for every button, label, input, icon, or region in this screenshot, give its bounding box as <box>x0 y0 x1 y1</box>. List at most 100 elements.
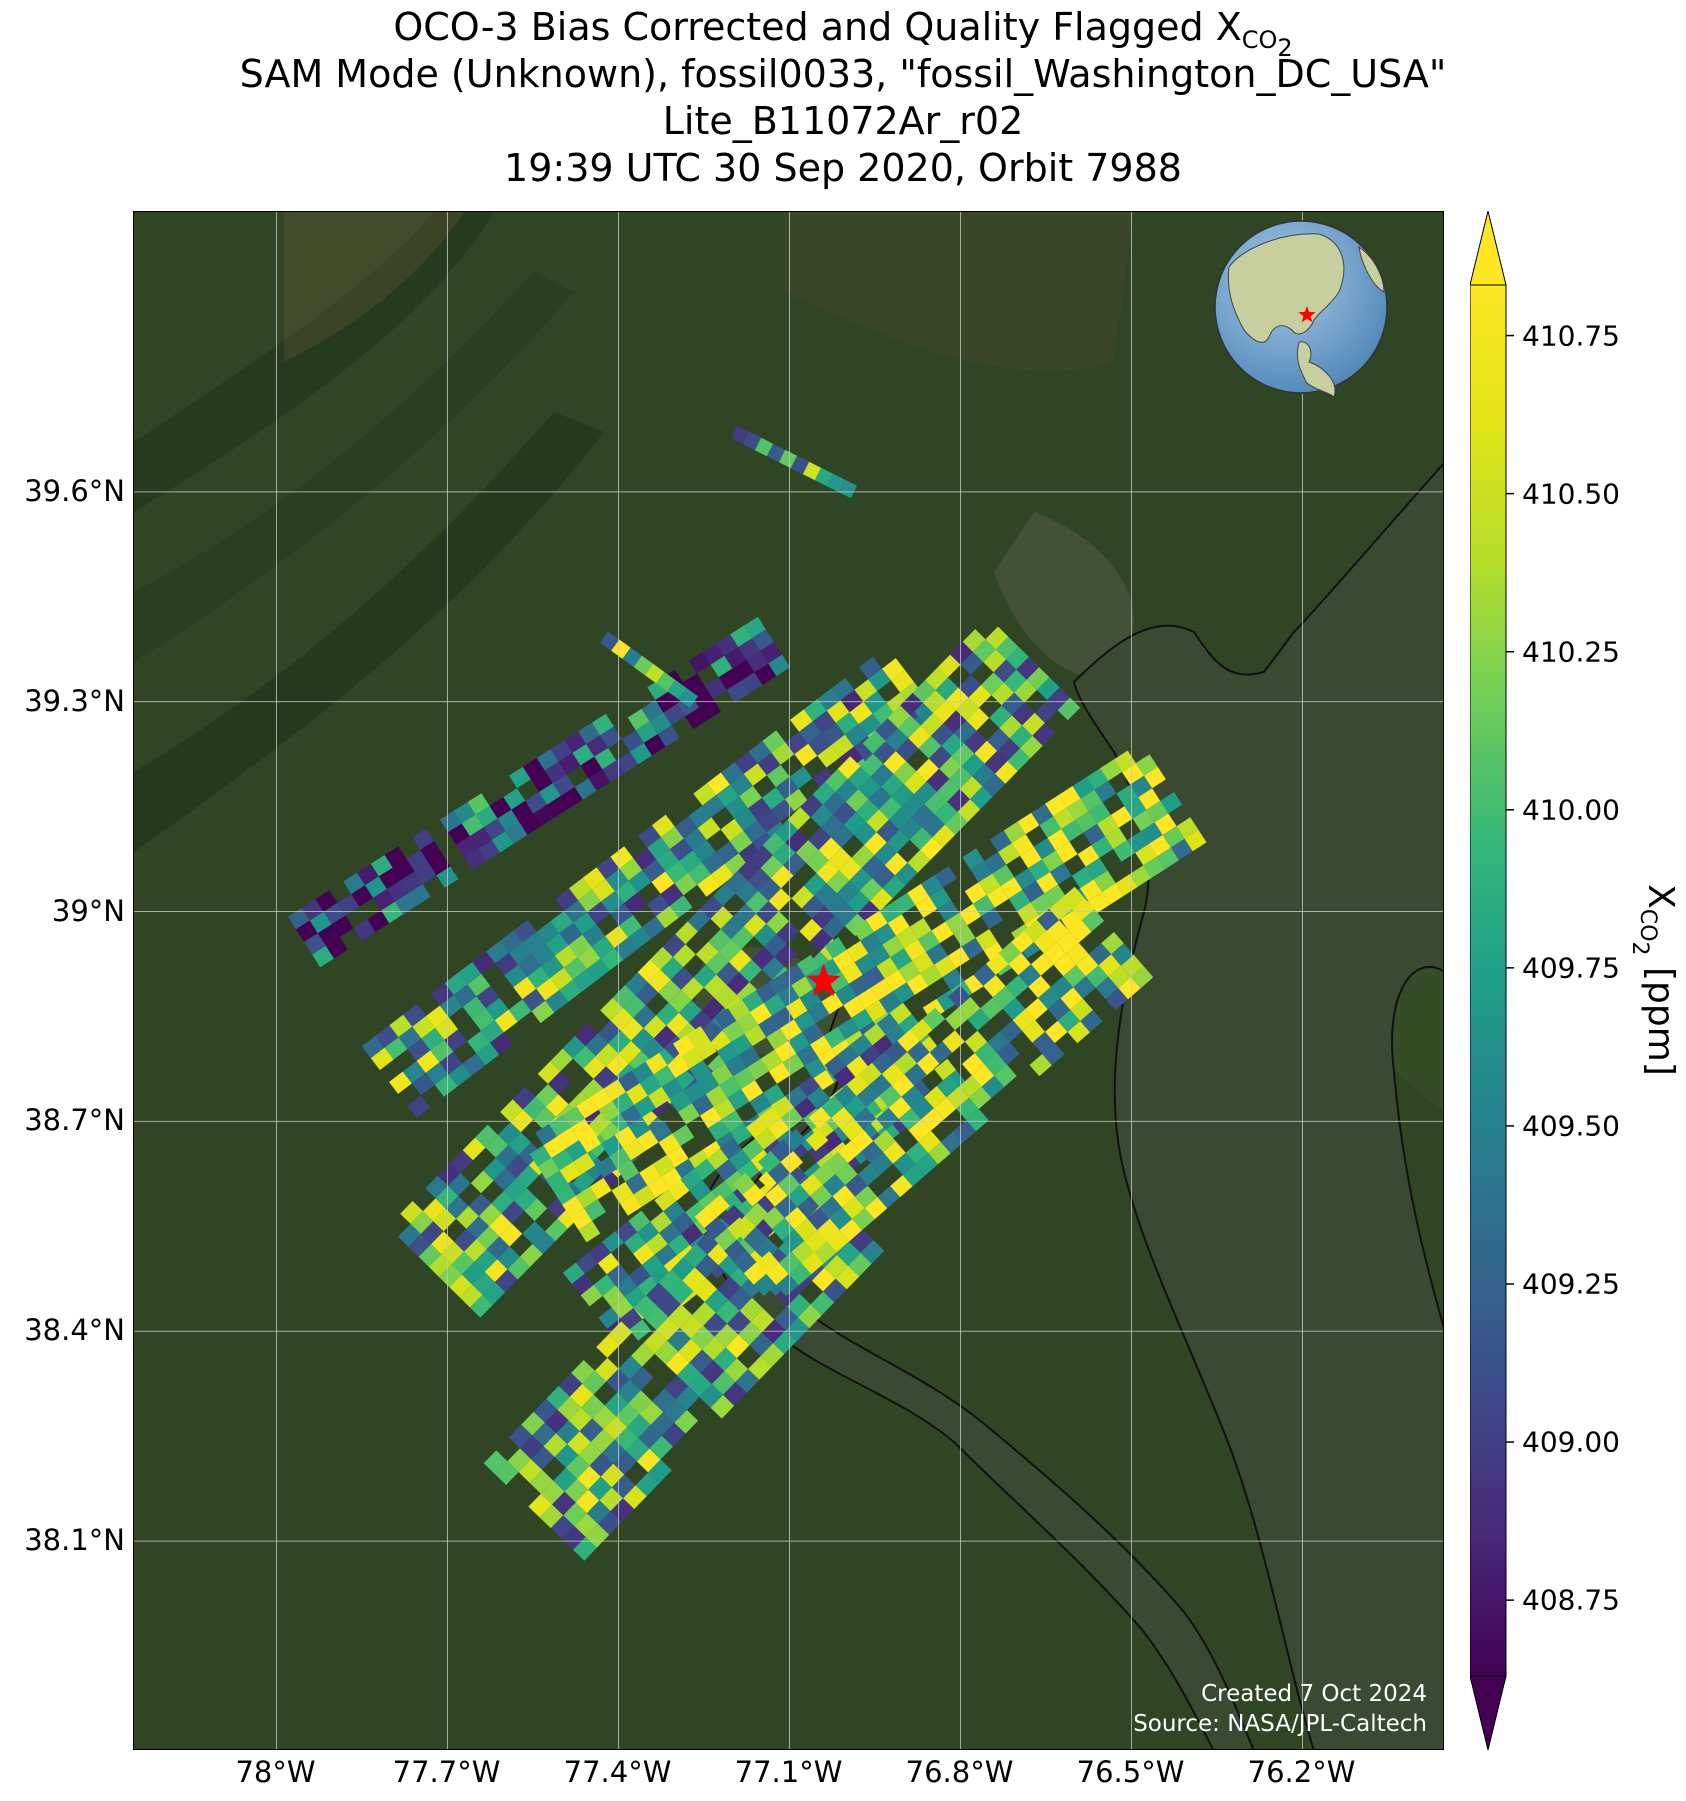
sounding-pixel <box>521 1411 545 1436</box>
sounding-pixel <box>746 1058 769 1081</box>
sounding-pixel <box>865 910 888 932</box>
sounding-pixel <box>775 776 799 800</box>
sounding-pixel <box>738 842 762 866</box>
sounding-pixel <box>891 670 914 693</box>
sounding-pixel <box>662 934 686 957</box>
sounding-pixel <box>512 1086 536 1110</box>
sounding-pixel <box>907 1041 930 1064</box>
sounding-pixel <box>598 1100 621 1123</box>
sounding-pixel <box>804 1229 827 1252</box>
sounding-pixel <box>766 764 790 788</box>
sounding-pixel <box>513 919 537 943</box>
sounding-pixel <box>357 863 379 886</box>
sounding-pixel <box>814 1241 837 1264</box>
sounding-pixel <box>1036 677 1060 700</box>
sounding-pixel <box>653 1065 676 1087</box>
sounding-pixel <box>864 1197 888 1220</box>
sounding-pixel <box>708 929 732 952</box>
sounding-pixel <box>970 786 993 810</box>
sounding-pixel <box>670 967 694 990</box>
sounding-pixel <box>501 1200 525 1224</box>
sounding-pixel <box>941 733 965 756</box>
sounding-pixel <box>811 1267 836 1292</box>
sounding-pixel <box>579 1418 604 1442</box>
sounding-pixel <box>688 862 712 885</box>
sounding-pixel <box>895 862 918 886</box>
sounding-pixel <box>1184 829 1207 852</box>
sounding-pixel <box>1105 988 1128 1011</box>
sounding-pixel <box>851 845 875 868</box>
sounding-pixel <box>743 1226 768 1251</box>
sounding-pixel <box>754 437 774 457</box>
sounding-pixel <box>654 1189 677 1212</box>
sounding-pixel <box>1085 857 1108 880</box>
sounding-pixel <box>724 1239 747 1262</box>
sounding-pixel <box>727 1310 751 1335</box>
sounding-pixel <box>924 791 948 815</box>
sounding-pixel <box>578 1220 601 1243</box>
sounding-pixel <box>741 1080 764 1102</box>
sounding-pixel <box>1014 679 1037 703</box>
sounding-pixel <box>651 871 675 894</box>
sounding-pixel <box>384 1037 408 1060</box>
sounding-pixel <box>807 1141 830 1163</box>
sounding-pixel <box>1085 965 1109 988</box>
sounding-pixel <box>831 1107 854 1130</box>
sounding-pixel <box>758 1150 781 1173</box>
sounding-pixel <box>483 1157 507 1181</box>
sounding-pixel <box>766 911 790 934</box>
sounding-pixel <box>667 1327 691 1352</box>
sounding-pixel <box>776 1274 799 1297</box>
sounding-pixel <box>581 1078 604 1102</box>
sounding-pixel <box>606 1053 629 1077</box>
sounding-pixel <box>548 1071 571 1095</box>
sounding-pixel <box>643 734 666 756</box>
sounding-pixel <box>917 1052 940 1075</box>
sounding-pixel <box>509 766 531 789</box>
sounding-pixel <box>398 1026 422 1049</box>
sounding-pixel <box>785 731 809 755</box>
sounding-pixel <box>831 734 854 758</box>
sounding-pixel <box>545 990 569 1013</box>
sounding-pixel <box>1170 838 1193 861</box>
sounding-pixel <box>467 1030 491 1054</box>
sounding-pixel <box>1072 777 1095 799</box>
sounding-pixel <box>609 1147 631 1169</box>
sounding-pixel <box>444 972 468 995</box>
sounding-pixel <box>629 1319 652 1341</box>
sounding-pixel <box>922 814 945 838</box>
sounding-pixel <box>964 882 987 904</box>
sounding-pixel <box>301 899 324 921</box>
sounding-pixel <box>856 799 879 823</box>
sounding-pixel <box>826 870 850 894</box>
sounding-pixel <box>757 752 781 776</box>
sounding-pixel <box>384 846 407 868</box>
sounding-pixel <box>824 937 847 959</box>
sounding-pixel <box>547 795 569 818</box>
sounding-pixel <box>431 1231 454 1255</box>
sounding-pixel <box>588 769 611 791</box>
colorbar-extend-min <box>1470 1675 1507 1750</box>
sounding-pixel <box>715 841 739 864</box>
sounding-pixel <box>668 989 692 1013</box>
ridge-shape <box>134 272 574 662</box>
sounding-pixel <box>315 890 338 912</box>
sounding-pixel <box>575 1186 598 1209</box>
title-line-4: 19:39 UTC 30 Sep 2020, Orbit 7988 <box>504 146 1182 190</box>
sounding-pixel <box>550 910 574 934</box>
sounding-pixel <box>882 935 905 958</box>
sounding-pixel <box>661 1077 684 1100</box>
sounding-pixel <box>703 974 727 998</box>
sounding-pixel <box>562 1195 584 1218</box>
sounding-pixel <box>925 667 948 691</box>
sounding-pixel <box>647 1176 670 1198</box>
sounding-pixel <box>875 718 898 741</box>
sounding-pixel <box>903 771 927 795</box>
sounding-pixel <box>600 997 623 1021</box>
sounding-pixel <box>562 1035 586 1059</box>
sounding-pixel <box>849 1229 874 1253</box>
sounding-pixel <box>720 818 744 842</box>
sounding-pixel <box>718 939 742 962</box>
sounding-pixel <box>749 1092 772 1115</box>
title-line-3: Lite_B11072Ar_r02 <box>662 99 1024 143</box>
